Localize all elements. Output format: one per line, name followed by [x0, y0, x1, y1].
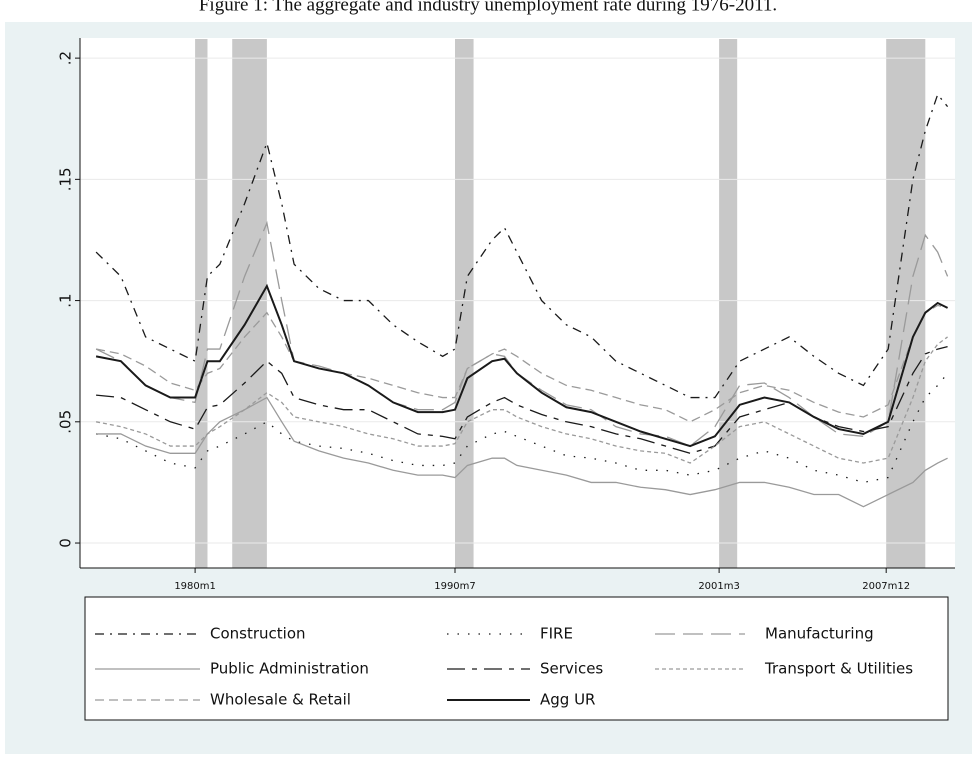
legend-label: Wholesale & Retail: [210, 691, 351, 709]
legend-label: Public Administration: [210, 660, 369, 678]
y-tick-label: 0: [57, 538, 75, 548]
legend-label: Transport & Utilities: [764, 660, 913, 678]
recession-band: [886, 39, 926, 568]
x-tick-label: 1980m1: [174, 581, 216, 592]
series-line: [96, 396, 948, 508]
series-line: [95, 336, 948, 464]
y-tick-label: .05: [57, 410, 75, 434]
recession-band: [719, 39, 738, 568]
series-line: [95, 283, 949, 448]
plot-area: [80, 38, 955, 568]
x-tick-label: 2007m12: [862, 581, 910, 592]
legend-label: Construction: [210, 625, 306, 643]
recession-band: [455, 39, 474, 568]
legend-label: Agg UR: [540, 691, 595, 709]
y-tick-label: .2: [57, 51, 75, 65]
series-line: [95, 372, 949, 484]
legend-label: Services: [540, 660, 603, 678]
x-tick-label: 2001m3: [698, 581, 740, 592]
y-tick-label: .15: [57, 167, 75, 191]
series-line: [95, 93, 949, 399]
series-line: [95, 220, 949, 447]
legend-label: FIRE: [540, 625, 573, 643]
y-tick-label: .1: [57, 293, 75, 307]
recession-band: [232, 39, 267, 568]
recession-band: [195, 39, 208, 568]
x-tick-label: 1990m7: [434, 581, 476, 592]
chart-title: Figure 1: The aggregate and industry une…: [199, 0, 777, 15]
legend-label: Manufacturing: [765, 625, 874, 643]
series-line: [95, 304, 948, 423]
series-line: [96, 346, 948, 454]
